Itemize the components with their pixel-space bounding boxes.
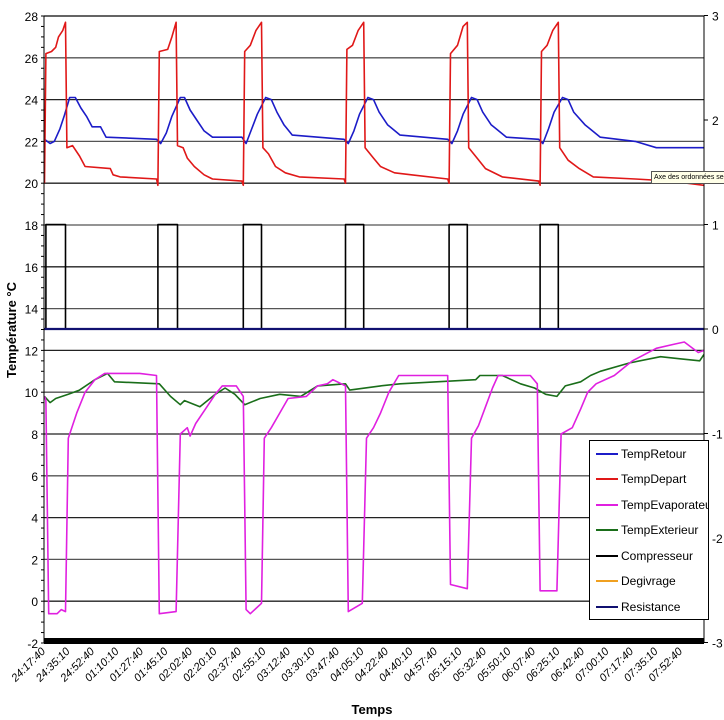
y-tick-label: 16 <box>25 261 39 275</box>
y-tick-label: 14 <box>25 303 39 317</box>
legend-label: Resistance <box>621 599 681 614</box>
legend-swatch <box>596 554 618 557</box>
legend-item: Resistance <box>590 594 708 619</box>
y-tick-label: 24 <box>25 94 39 108</box>
legend-item: TempDepart <box>590 467 708 493</box>
y-tick-label: 12 <box>25 344 39 358</box>
y2-tick-label: 0 <box>712 323 719 337</box>
x-axis-title: Temps <box>352 702 393 717</box>
legend-label: Degivrage <box>621 574 676 589</box>
series-line-compresseur <box>44 223 704 330</box>
legend-swatch <box>596 478 618 481</box>
series-line-tempdepart <box>43 21 704 187</box>
y-tick-label: -2 <box>27 637 38 651</box>
y2-tick-label: -1 <box>712 428 723 442</box>
series-lines <box>43 21 705 615</box>
y-tick-label: 10 <box>25 386 39 400</box>
series-line-tempexterieur <box>43 354 705 408</box>
y-tick-label: 28 <box>25 10 39 24</box>
y-tick-label: 4 <box>31 512 38 526</box>
legend-item: TempRetour <box>590 441 708 467</box>
y-tick-label: 26 <box>25 52 39 66</box>
series-line-tempevaporateur <box>43 341 705 615</box>
legend-item: TempExterieur <box>590 518 708 544</box>
y-axis-title: Température °C <box>4 281 19 378</box>
x-axis-line <box>44 638 704 644</box>
y-tick-label: 18 <box>25 219 39 233</box>
y2-tick-label: 2 <box>712 114 719 128</box>
legend-item: TempEvaporateur <box>590 492 708 518</box>
axis-tooltip: Axe des ordonnées secondaire <box>651 171 724 184</box>
legend-label: TempDepart <box>621 472 687 487</box>
legend-swatch <box>596 452 618 455</box>
y2-tick-label: -3 <box>712 637 723 651</box>
legend-label: TempExterieur <box>621 523 699 538</box>
legend-item: Compresseur <box>590 543 708 569</box>
y2-tick-label: 1 <box>712 219 719 233</box>
legend-swatch <box>596 503 618 506</box>
legend-item: Degivrage <box>590 569 708 595</box>
y2-tick-label: 3 <box>712 10 719 24</box>
legend: TempRetour TempDepart TempEvaporateur TempE… <box>589 440 709 620</box>
y-tick-label: 22 <box>25 135 39 149</box>
legend-label: TempEvaporateur <box>621 497 709 512</box>
legend-swatch <box>596 580 618 583</box>
y-tick-label: 20 <box>25 177 39 191</box>
legend-swatch <box>596 605 618 608</box>
y-tick-label: 2 <box>31 553 38 567</box>
legend-swatch <box>596 529 618 532</box>
y2-tick-label: -2 <box>712 532 723 546</box>
legend-label: TempRetour <box>621 446 687 461</box>
legend-label: Compresseur <box>621 548 694 563</box>
series-line-tempretour <box>44 96 704 149</box>
y-tick-label: 0 <box>31 595 38 609</box>
y-tick-label: 8 <box>31 428 38 442</box>
y-tick-label: 6 <box>31 470 38 484</box>
